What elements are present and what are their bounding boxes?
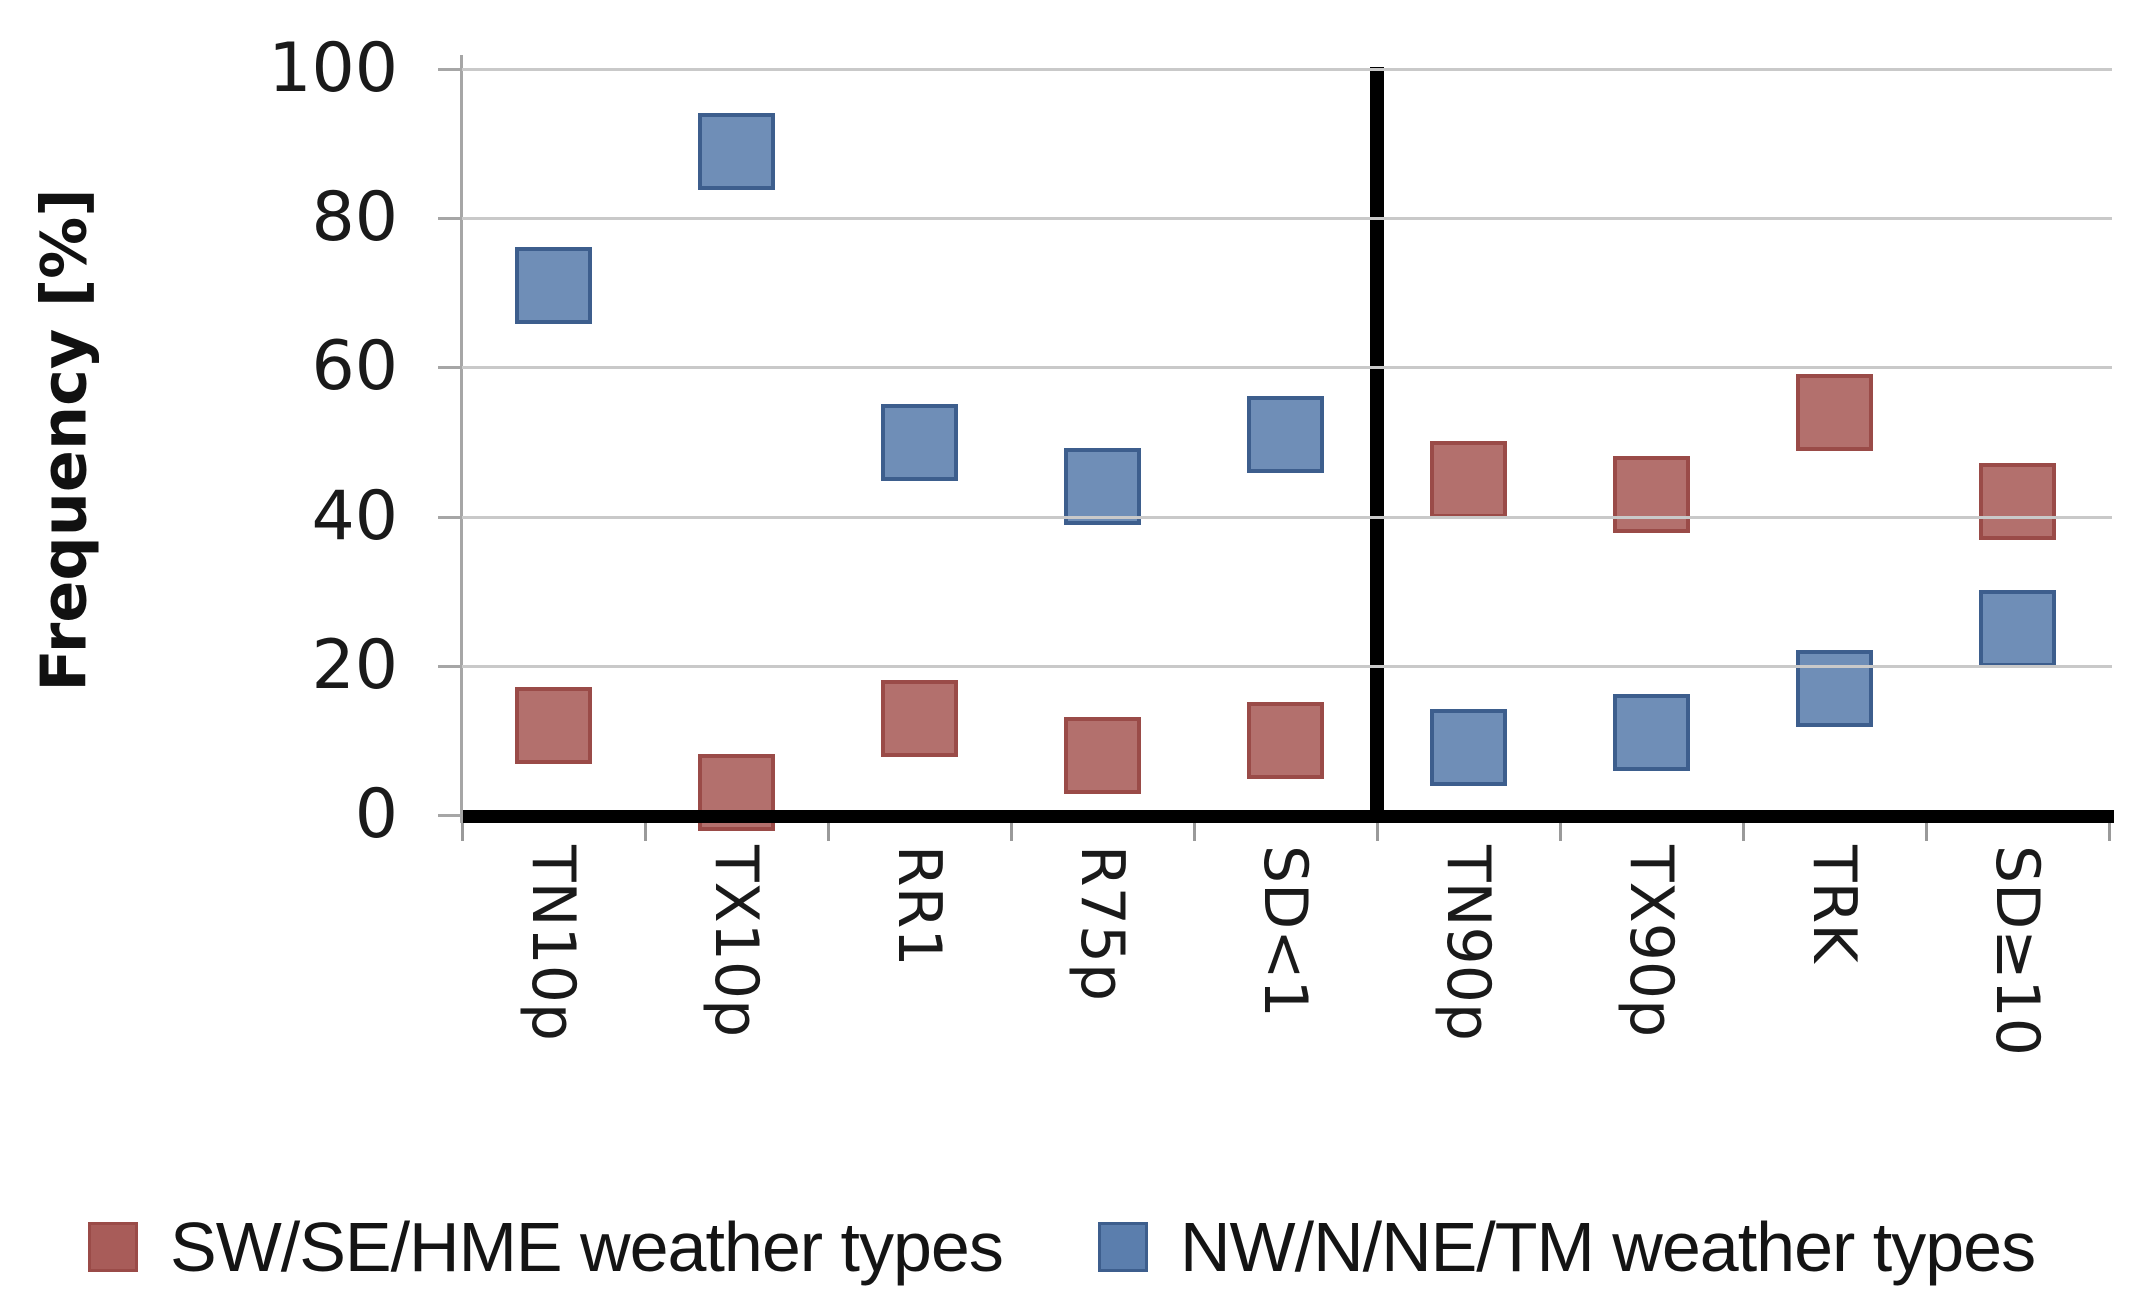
marker-sw-se-hme-R75p — [1063, 716, 1141, 794]
y-axis-tick-60 — [438, 366, 462, 370]
category-boundary-tick-3 — [1009, 823, 1013, 841]
category-boundary-tick-1 — [643, 823, 647, 841]
y-tick-label-60: 60 — [311, 327, 398, 407]
legend-swatch-series-1 — [1098, 1222, 1148, 1272]
x-label-TN10p: TN10p — [518, 845, 588, 1041]
category-boundary-tick-6 — [1558, 823, 1562, 841]
marker-nw-n-ne-tm-SD≥10 — [1978, 590, 2056, 667]
marker-sw-se-hme-RR1 — [880, 679, 958, 757]
x-label-SD≥10: SD≥10 — [1982, 845, 2052, 1056]
group-divider-line — [1369, 67, 1384, 823]
y-tick-label-20: 20 — [311, 625, 398, 705]
x-label-R75p: R75p — [1067, 845, 1137, 1002]
legend-label-series-0: SW/SE/HME weather types — [170, 1208, 1004, 1286]
y-axis-tick-0 — [438, 814, 462, 817]
gridline-100 — [462, 68, 2112, 71]
x-label-wrap-TRK: TRK — [1799, 845, 1984, 963]
y-axis-line — [460, 55, 463, 823]
y-axis-tick-40 — [438, 515, 462, 519]
gridline-20 — [462, 664, 2112, 668]
y-tick-label-0: 0 — [354, 775, 398, 854]
x-label-wrap-TN10p: TN10p — [518, 845, 781, 1041]
marker-nw-n-ne-tm-SD<1 — [1246, 396, 1324, 474]
gridline-60 — [462, 366, 2112, 370]
category-boundary-tick-5 — [1375, 823, 1379, 841]
marker-sw-se-hme-TRK — [1795, 373, 1873, 451]
legend-label-series-1: NW/N/NE/TM weather types — [1180, 1208, 2036, 1286]
marker-sw-se-hme-TN90p — [1429, 440, 1507, 518]
marker-sw-se-hme-TX90p — [1612, 455, 1690, 533]
legend-swatch-series-0 — [88, 1222, 138, 1272]
x-label-wrap-SD<1: SD<1 — [1250, 845, 1490, 1018]
legend: SW/SE/HME weather types NW/N/NE/TM weath… — [0, 1195, 2136, 1305]
category-boundary-tick-9 — [2107, 823, 2111, 841]
y-axis-tick-20 — [438, 664, 462, 668]
marker-nw-n-ne-tm-RR1 — [880, 403, 958, 481]
category-boundary-tick-0 — [460, 823, 464, 841]
marker-nw-n-ne-tm-TX10p — [697, 112, 775, 190]
x-label-wrap-TX10p: TX10p — [701, 845, 960, 1037]
marker-nw-n-ne-tm-TX90p — [1612, 694, 1690, 772]
category-boundary-tick-7 — [1741, 823, 1745, 841]
x-label-wrap-SD≥10: SD≥10 — [1982, 845, 2136, 1056]
gridline-40 — [462, 515, 2112, 519]
category-boundary-tick-8 — [1924, 823, 1928, 841]
marker-sw-se-hme-TN10p — [514, 686, 592, 764]
marker-nw-n-ne-tm-TN10p — [514, 246, 592, 324]
x-label-wrap-TX90p: TX90p — [1616, 845, 1875, 1037]
y-tick-label-80: 80 — [311, 178, 398, 258]
y-axis-title: Frequency [%] — [27, 188, 101, 692]
category-boundary-tick-4 — [1192, 823, 1196, 841]
marker-sw-se-hme-SD<1 — [1246, 701, 1324, 779]
x-label-wrap-RR1: RR1 — [884, 845, 1073, 967]
gridline-80 — [462, 217, 2112, 221]
category-boundary-tick-2 — [826, 823, 830, 841]
x-label-wrap-R75p: R75p — [1067, 845, 1290, 1001]
y-axis-tick-100 — [438, 68, 462, 71]
y-tick-label-40: 40 — [311, 476, 398, 556]
marker-nw-n-ne-tm-R75p — [1063, 448, 1141, 526]
x-label-wrap-TN90p: TN90p — [1433, 845, 1696, 1041]
marker-nw-n-ne-tm-TN90p — [1429, 709, 1507, 787]
y-axis-tick-80 — [438, 217, 462, 221]
marker-nw-n-ne-tm-TRK — [1795, 649, 1873, 727]
marker-sw-se-hme-SD≥10 — [1978, 463, 2056, 541]
y-tick-label-100: 100 — [268, 29, 398, 108]
x-axis-baseline — [462, 810, 2114, 823]
